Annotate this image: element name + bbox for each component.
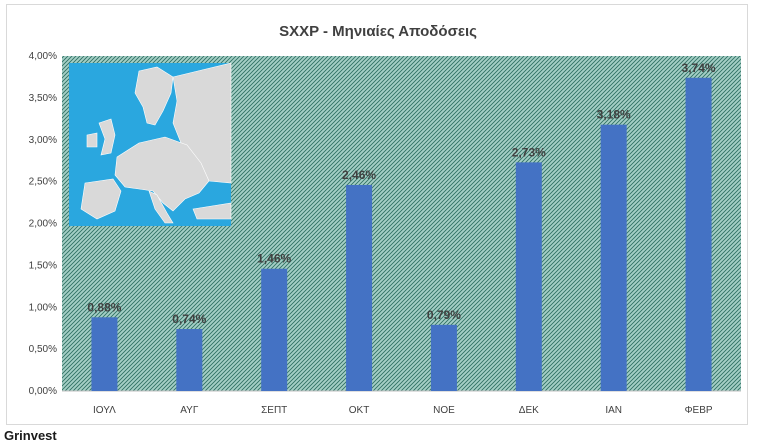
y-tick-label: 3,50% bbox=[29, 93, 57, 104]
data-label: 2,46% bbox=[342, 168, 376, 182]
bar-3 bbox=[261, 268, 288, 391]
x-tick-label: ΝΟΕ bbox=[433, 405, 455, 416]
x-tick-label: ΣΕΠΤ bbox=[261, 405, 287, 416]
footer-label: Grinvest bbox=[4, 428, 57, 443]
bar-6 bbox=[515, 162, 542, 391]
y-tick-label: 1,00% bbox=[29, 302, 57, 313]
bar-8 bbox=[685, 77, 712, 392]
data-label: 0,88% bbox=[87, 300, 121, 314]
chart-svg: SXXP - Μηνιαίες Αποδόσεις 0,00% 0,50% 1,00… bbox=[29, 23, 741, 416]
x-tick-label: ΙΑΝ bbox=[605, 405, 622, 416]
bar-4 bbox=[346, 184, 373, 391]
chart-marks: 0,00% 0,50% 1,00% 1,50% 2,00% 2,50% 3,00% 3,50%… bbox=[29, 51, 741, 416]
x-tick-label: ΔΕΚ bbox=[519, 405, 539, 416]
bar-7 bbox=[600, 124, 627, 392]
data-label: 2,73% bbox=[512, 145, 546, 159]
y-tick-label: 3,00% bbox=[29, 135, 57, 146]
bar-2 bbox=[176, 329, 203, 391]
x-tick-label: ΦΕΒΡ bbox=[685, 405, 713, 416]
data-label: 3,18% bbox=[597, 108, 631, 122]
y-tick-label: 2,50% bbox=[29, 177, 57, 188]
y-tick-label: 1,50% bbox=[29, 260, 57, 271]
x-tick-label: ΑΥΓ bbox=[180, 405, 199, 416]
chart-title: SXXP - Μηνιαίες Αποδόσεις bbox=[279, 23, 477, 40]
y-tick-label: 4,00% bbox=[29, 51, 57, 62]
data-label: 0,74% bbox=[172, 312, 206, 326]
y-tick-label: 2,00% bbox=[29, 219, 57, 230]
y-tick-label: 0,00% bbox=[29, 386, 57, 397]
chart-frame: SXXP - Μηνιαίες Αποδόσεις 0,00% 0,50% 1,00… bbox=[6, 4, 748, 425]
bar-1 bbox=[91, 317, 118, 391]
data-label: 1,46% bbox=[257, 252, 291, 266]
data-label: 3,74% bbox=[682, 61, 716, 75]
y-tick-label: 0,50% bbox=[29, 344, 57, 355]
data-label: 0,79% bbox=[427, 308, 461, 322]
europe-map-inset bbox=[69, 62, 232, 226]
x-tick-label: ΟΚΤ bbox=[349, 405, 370, 416]
bar-5 bbox=[430, 324, 457, 391]
x-tick-label: ΙΟΥΛ bbox=[93, 405, 116, 416]
